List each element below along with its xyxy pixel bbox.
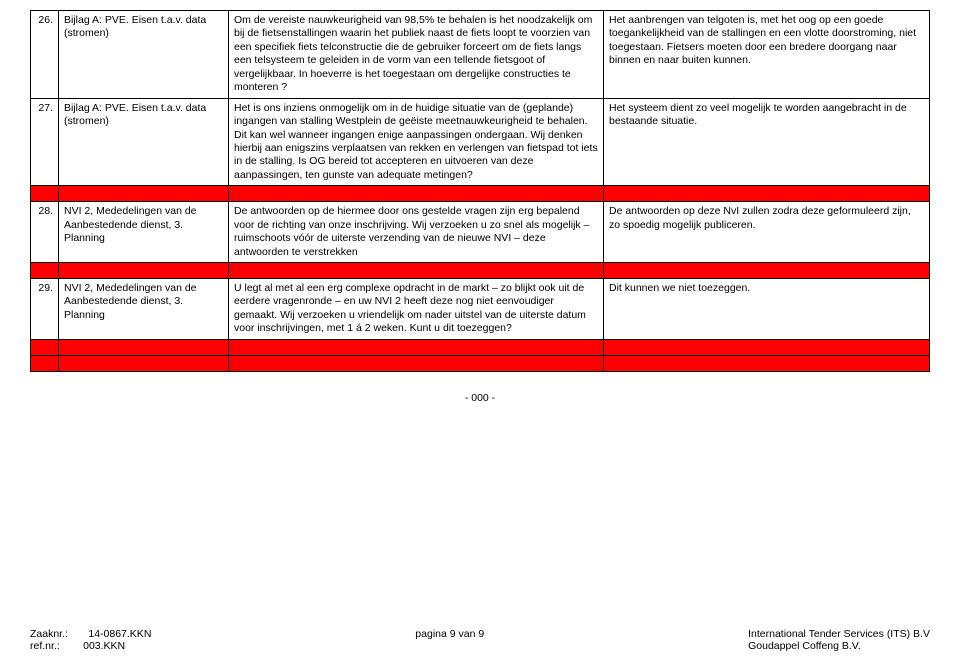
row-question: U legt al met al een erg complexe opdrac… (229, 279, 604, 340)
row-answer: Het aanbrengen van telgoten is, met het … (604, 11, 930, 99)
table-row: 26. Bijlag A: PVE. Eisen t.a.v. data (st… (31, 11, 930, 99)
row-answer: De antwoorden op deze NvI zullen zodra d… (604, 202, 930, 263)
table-row: 27. Bijlag A: PVE. Eisen t.a.v. data (st… (31, 98, 930, 186)
row-reference: Bijlag A: PVE. Eisen t.a.v. data (strome… (59, 98, 229, 186)
footer-company-1: International Tender Services (ITS) B.V (748, 628, 930, 640)
footer-zaaknr: Zaaknr.: 14-0867.KKN (30, 628, 151, 640)
row-reference: NVI 2, Mededelingen van de Aanbestedende… (59, 202, 229, 263)
footer-right: International Tender Services (ITS) B.V … (748, 628, 930, 652)
row-answer: Het systeem dient zo veel mogelijk te wo… (604, 98, 930, 186)
row-number: 28. (31, 202, 59, 263)
separator-row-red (31, 339, 930, 355)
separator-row-red (31, 263, 930, 279)
table-row: 29. NVI 2, Mededelingen van de Aanbested… (31, 279, 930, 340)
page-footer: Zaaknr.: 14-0867.KKN ref.nr.: 003.KKN pa… (30, 628, 930, 652)
footer-refnr: ref.nr.: 003.KKN (30, 640, 125, 652)
row-question: Om de vereiste nauwkeurigheid van 98,5% … (229, 11, 604, 99)
footer-page-number: pagina 9 van 9 (415, 628, 484, 652)
table-row: 28. NVI 2, Mededelingen van de Aanbested… (31, 202, 930, 263)
separator-row-red (31, 355, 930, 371)
row-reference: Bijlag A: PVE. Eisen t.a.v. data (strome… (59, 11, 229, 99)
footer-left: Zaaknr.: 14-0867.KKN ref.nr.: 003.KKN (30, 628, 151, 652)
row-number: 29. (31, 279, 59, 340)
row-number: 26. (31, 11, 59, 99)
separator-row-red (31, 186, 930, 202)
footer-company-2: Goudappel Coffeng B.V. (748, 640, 861, 652)
row-reference: NVI 2, Mededelingen van de Aanbestedende… (59, 279, 229, 340)
qa-table: 26. Bijlag A: PVE. Eisen t.a.v. data (st… (30, 10, 930, 372)
row-question: De antwoorden op de hiermee door ons ges… (229, 202, 604, 263)
row-question: Het is ons inziens onmogelijk om in de h… (229, 98, 604, 186)
end-marker: - 000 - (30, 392, 930, 404)
row-number: 27. (31, 98, 59, 186)
row-answer: Dit kunnen we niet toezeggen. (604, 279, 930, 340)
